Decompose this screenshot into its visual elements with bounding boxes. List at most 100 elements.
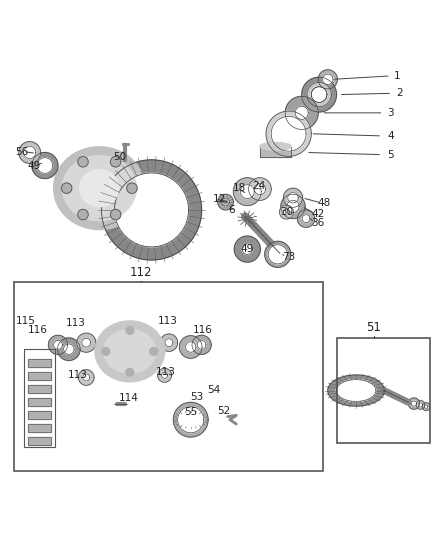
Polygon shape [266, 111, 311, 156]
Polygon shape [411, 401, 417, 406]
Polygon shape [234, 236, 260, 262]
Bar [28, 372, 51, 379]
Circle shape [127, 183, 137, 193]
Bar [28, 385, 51, 393]
Circle shape [61, 183, 72, 193]
Text: 113: 113 [66, 318, 86, 328]
Circle shape [126, 368, 134, 376]
Ellipse shape [276, 126, 282, 131]
Polygon shape [318, 70, 337, 89]
Text: 56: 56 [15, 147, 28, 157]
Text: 18: 18 [233, 183, 247, 193]
Text: 1: 1 [394, 71, 401, 81]
Ellipse shape [62, 156, 136, 221]
Bar [28, 437, 51, 445]
Bar [28, 437, 51, 445]
Text: 49: 49 [240, 244, 254, 254]
Bar [24, 349, 55, 447]
Polygon shape [271, 116, 306, 151]
Polygon shape [180, 336, 202, 358]
Text: 30: 30 [280, 207, 293, 217]
Polygon shape [115, 173, 188, 247]
Polygon shape [233, 177, 261, 206]
Ellipse shape [276, 136, 281, 142]
Polygon shape [288, 192, 298, 203]
Bar [28, 411, 51, 419]
Text: 2: 2 [396, 88, 403, 98]
Bar [28, 398, 51, 406]
Polygon shape [283, 209, 290, 215]
Polygon shape [279, 205, 293, 219]
Polygon shape [78, 370, 94, 385]
Polygon shape [249, 177, 271, 200]
Text: 53: 53 [190, 392, 203, 402]
Polygon shape [192, 335, 211, 354]
Text: 114: 114 [119, 393, 138, 403]
Text: 113: 113 [158, 316, 178, 326]
Bar [28, 411, 51, 419]
Polygon shape [408, 398, 420, 409]
Text: 116: 116 [193, 325, 212, 335]
Bar [28, 424, 51, 432]
Polygon shape [24, 147, 36, 158]
Bar [28, 372, 51, 379]
Text: 5: 5 [388, 150, 394, 160]
Polygon shape [158, 368, 172, 382]
Polygon shape [32, 152, 58, 179]
Ellipse shape [80, 169, 119, 207]
Polygon shape [162, 372, 168, 378]
Polygon shape [302, 77, 336, 112]
Polygon shape [77, 333, 96, 352]
Text: 115: 115 [16, 316, 36, 326]
Text: 24: 24 [252, 181, 266, 191]
Circle shape [126, 327, 134, 334]
Text: 4: 4 [388, 131, 394, 141]
Text: 48: 48 [318, 198, 331, 208]
Polygon shape [242, 244, 253, 254]
Bar [28, 398, 51, 406]
Bar [14, 282, 323, 471]
Polygon shape [160, 334, 178, 351]
Polygon shape [295, 107, 308, 119]
Ellipse shape [53, 147, 145, 230]
Polygon shape [53, 341, 62, 349]
Bar [28, 359, 51, 367]
Text: 42: 42 [311, 209, 325, 219]
Polygon shape [64, 344, 74, 354]
Text: 112: 112 [129, 265, 152, 279]
Polygon shape [102, 160, 201, 260]
Polygon shape [173, 402, 208, 437]
Polygon shape [218, 194, 233, 210]
Polygon shape [416, 401, 425, 409]
Text: 116: 116 [28, 325, 47, 335]
Text: 6: 6 [229, 205, 235, 215]
Circle shape [110, 209, 121, 220]
Text: 3: 3 [388, 108, 394, 118]
Circle shape [150, 348, 158, 356]
Polygon shape [424, 405, 428, 408]
Ellipse shape [260, 142, 291, 150]
Polygon shape [254, 183, 265, 195]
Text: 50: 50 [113, 152, 127, 162]
Polygon shape [283, 188, 303, 207]
Polygon shape [49, 335, 67, 354]
Bar [28, 424, 51, 432]
Polygon shape [422, 403, 430, 410]
Polygon shape [57, 338, 80, 360]
Ellipse shape [286, 123, 291, 129]
Polygon shape [268, 245, 287, 264]
Ellipse shape [296, 137, 301, 142]
Bar [260, 147, 291, 157]
Polygon shape [311, 87, 327, 102]
Polygon shape [82, 338, 91, 347]
Polygon shape [297, 210, 315, 228]
Ellipse shape [95, 321, 165, 382]
Text: 73: 73 [282, 252, 295, 262]
Ellipse shape [300, 131, 305, 136]
Text: 36: 36 [311, 218, 325, 228]
Polygon shape [285, 96, 318, 130]
Polygon shape [336, 379, 376, 401]
Polygon shape [307, 83, 331, 107]
Polygon shape [37, 158, 53, 173]
Polygon shape [186, 342, 196, 352]
